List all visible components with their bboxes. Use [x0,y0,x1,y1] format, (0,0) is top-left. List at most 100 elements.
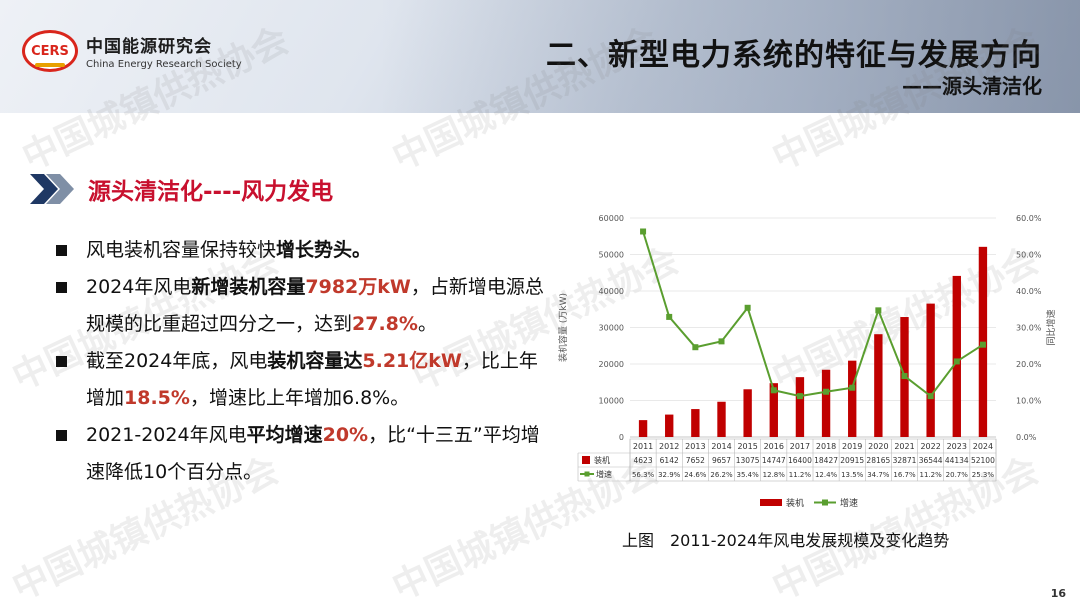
y-tick-right: 30.0% [1016,324,1042,333]
bullet-text: 装机容量达 [267,350,363,372]
bullet-item: 2021-2024年风电平均增速20%，比“十三五”平均增速降低10个百分点。 [54,417,544,491]
line-point [823,388,830,395]
bullet-square-icon [56,430,67,441]
growth-line [642,231,984,398]
bullet-text: 风电装机容量保持较快 [86,239,277,261]
section-title: 源头清洁化----风力发电 [88,179,334,205]
table-value-growth: 12.4% [815,471,838,479]
x-tick-label: 2017 [790,442,810,451]
bar [717,401,726,437]
y-axis-label-right: 同比增速 [1045,309,1057,345]
table-value-capacity: 16400 [788,456,812,465]
line-point [744,304,751,311]
bullet-text: ，占新增电源总规模的比重超过四分之一，达到 [86,276,544,335]
bar [926,303,935,437]
bullet-list: 风电装机容量保持较快增长势头。 2024年风电新增装机容量7982万kW，占新增电… [54,232,544,491]
bar [848,360,857,437]
x-tick-label: 2024 [973,442,993,451]
bullet-item: 2024年风电新增装机容量7982万kW，占新增电源总规模的比重超过四分之一，达… [54,269,544,343]
bar [665,414,674,437]
bar [743,389,752,437]
y-tick-left: 0 [619,433,624,442]
line-point [770,387,777,394]
bullet-text: ，比上年增加 [86,350,538,409]
table-value-growth: 12.8% [763,471,786,479]
bullet-text: 27.8% [352,313,418,335]
table-value-capacity: 52100 [971,456,995,465]
table-value-growth: 24.6% [684,471,707,479]
bullet-text: ，增速比上年增加6.8%。 [189,387,410,409]
y-tick-right: 10.0% [1016,397,1042,406]
line-point [796,393,803,400]
y-tick-right: 0.0% [1016,433,1037,442]
bar [769,383,778,437]
x-tick-label: 2019 [842,442,862,451]
slide-title: 二、新型电力系统的特征与发展方向 [546,38,1042,73]
bar [795,377,805,437]
table-value-growth: 25.3% [972,471,995,479]
bar [874,334,883,437]
org-name-en: China Energy Research Society [86,59,242,70]
page-number: 16 [1050,587,1066,600]
x-tick-label: 2014 [711,442,731,451]
table-key-bar-icon [582,456,590,464]
bar [821,369,831,437]
bullet-text: 7982万kW [305,276,411,298]
bullet-text: 。 [417,313,437,335]
org-logo: CERS 中国能源研究会 China Energy Research Socie… [22,30,242,72]
line-point [953,358,960,365]
y-tick-left: 40000 [599,287,624,296]
x-tick-label: 2021 [894,442,914,451]
x-tick-label: 2015 [737,442,757,451]
table-value-capacity: 14747 [762,456,786,465]
wind-power-chart: 0 10000 20000 30000 40000 50000 60000 0.0% 10.0%… [548,205,1068,525]
x-tick-label: 2013 [685,442,705,451]
table-value-capacity: 9657 [712,456,731,465]
bullet-square-icon [56,245,67,256]
x-tick-label: 2023 [947,442,967,451]
x-tick-label: 2022 [920,442,940,451]
org-name-cn: 中国能源研究会 [86,37,212,57]
table-value-capacity: 20915 [840,456,864,465]
table-value-capacity: 4623 [634,456,653,465]
y-tick-left: 60000 [599,214,624,223]
bullet-item: 风电装机容量保持较快增长势头。 [54,232,544,269]
x-tick-label: 2011 [633,442,653,451]
table-value-growth: 11.2% [920,471,943,479]
line-point [640,228,647,235]
bullet-text: ，比“十三五”平均增速降低10个百分点。 [86,424,540,483]
y-tick-left: 50000 [599,251,624,260]
chart-svg: 0 10000 20000 30000 40000 50000 60000 0.0% 10.0%… [557,214,1057,509]
table-value-growth: 35.4% [737,471,760,479]
y-tick-right: 60.0% [1016,214,1042,223]
table-value-capacity: 7652 [686,456,705,465]
table-row-label: 装机 [594,455,610,465]
table-key-line-icon [584,471,590,477]
table-value-growth: 32.9% [658,471,681,479]
bullet-item: 截至2024年底，风电装机容量达5.21亿kW，比上年增加18.5%，增速比上年… [54,343,544,417]
line-point [875,307,882,314]
bullet-text: 平均增速 [246,424,323,446]
header-background [380,0,1080,113]
y-tick-left: 30000 [599,324,624,333]
bullet-text: 2024年风电 [86,276,192,298]
bullet-text: 18.5% [124,387,190,409]
line-point [979,341,986,348]
line-point [927,393,934,400]
table-value-growth: 34.7% [867,471,890,479]
y-tick-right: 40.0% [1016,287,1042,296]
bar [691,409,700,437]
slide-subtitle: ——源头清洁化 [902,74,1042,98]
line-point [901,373,908,380]
bullet-text: 新增装机容量 [191,276,306,298]
table-value-capacity: 44134 [945,456,969,465]
header-band: CERS 中国能源研究会 China Energy Research Socie… [0,0,1080,113]
bar [952,275,961,437]
legend-line-icon [822,499,828,506]
table-value-capacity: 6142 [660,456,679,465]
line-point [718,338,725,345]
x-tick-label: 2012 [659,442,679,451]
x-tick-label: 2016 [764,442,784,451]
bullet-text: 20% [322,424,369,446]
double-chevron-icon [30,174,74,204]
